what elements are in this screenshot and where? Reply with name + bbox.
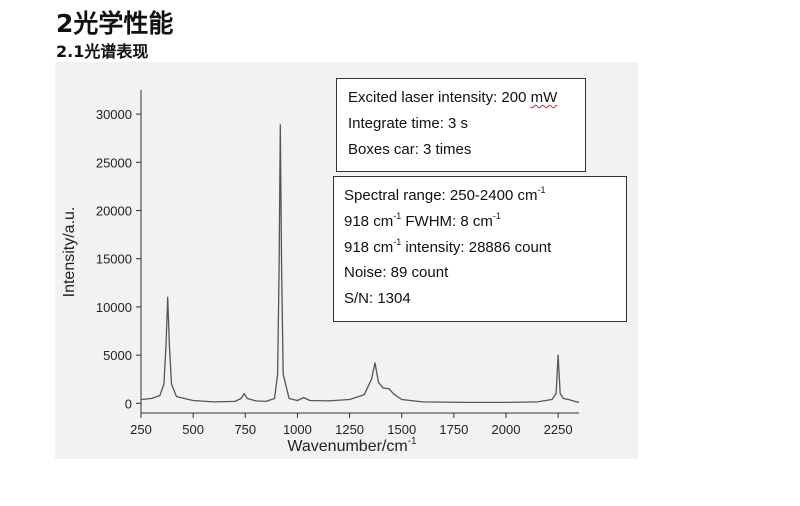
y-tick-label: 15000 [96,252,132,267]
y-tick-label: 0 [125,396,132,411]
x-axis-label: Wavenumber/cm-1 [287,436,417,455]
spectrum-chart: Intensity/a.u. Wavenumber/cm-1 250 500 750… [61,90,580,455]
spectral-range-line: Spectral range: 250-2400 cm-1 [344,185,546,204]
series-line [140,124,580,404]
x-tick-label: 2250 [544,422,573,437]
boxcar-line: Boxes car: 3 times [348,141,472,158]
x-tick-label: 2000 [492,422,521,437]
section-subtitle: 2.1光谱表现 [56,42,149,61]
x-tick-label: 1000 [283,422,312,437]
y-axis-label: Intensity/a.u. [61,207,78,298]
y-tick-label: 30000 [96,107,132,122]
peak-intensity-line: 918 cm-1 intensity: 28886 count [344,237,552,256]
x-tick-label: 250 [130,422,152,437]
y-tick-label: 10000 [96,300,132,315]
fwhm-line: 918 cm-1 FWHM: 8 cm-1 [344,211,501,230]
x-tick-label: 1500 [387,422,416,437]
laser-intensity-line: Excited laser intensity: 200 mW [348,89,558,106]
x-tick-label: 1250 [335,422,364,437]
x-tick-label: 1750 [439,422,468,437]
noise-line: Noise: 89 count [344,264,449,281]
performance-box: Spectral range: 250-2400 cm-1 918 cm-1 F… [333,176,627,322]
integrate-time-line: Integrate time: 3 s [348,115,469,132]
x-tick-label: 750 [234,422,256,437]
y-tick-label: 20000 [96,204,132,219]
acquisition-params-box: Excited laser intensity: 200 mW Integrat… [336,78,586,172]
snr-line: S/N: 1304 [344,290,411,307]
page-title: 2光学性能 [56,9,174,38]
y-tick-label: 25000 [96,155,132,170]
x-tick-label: 500 [182,422,204,437]
y-tick-label: 5000 [103,348,132,363]
